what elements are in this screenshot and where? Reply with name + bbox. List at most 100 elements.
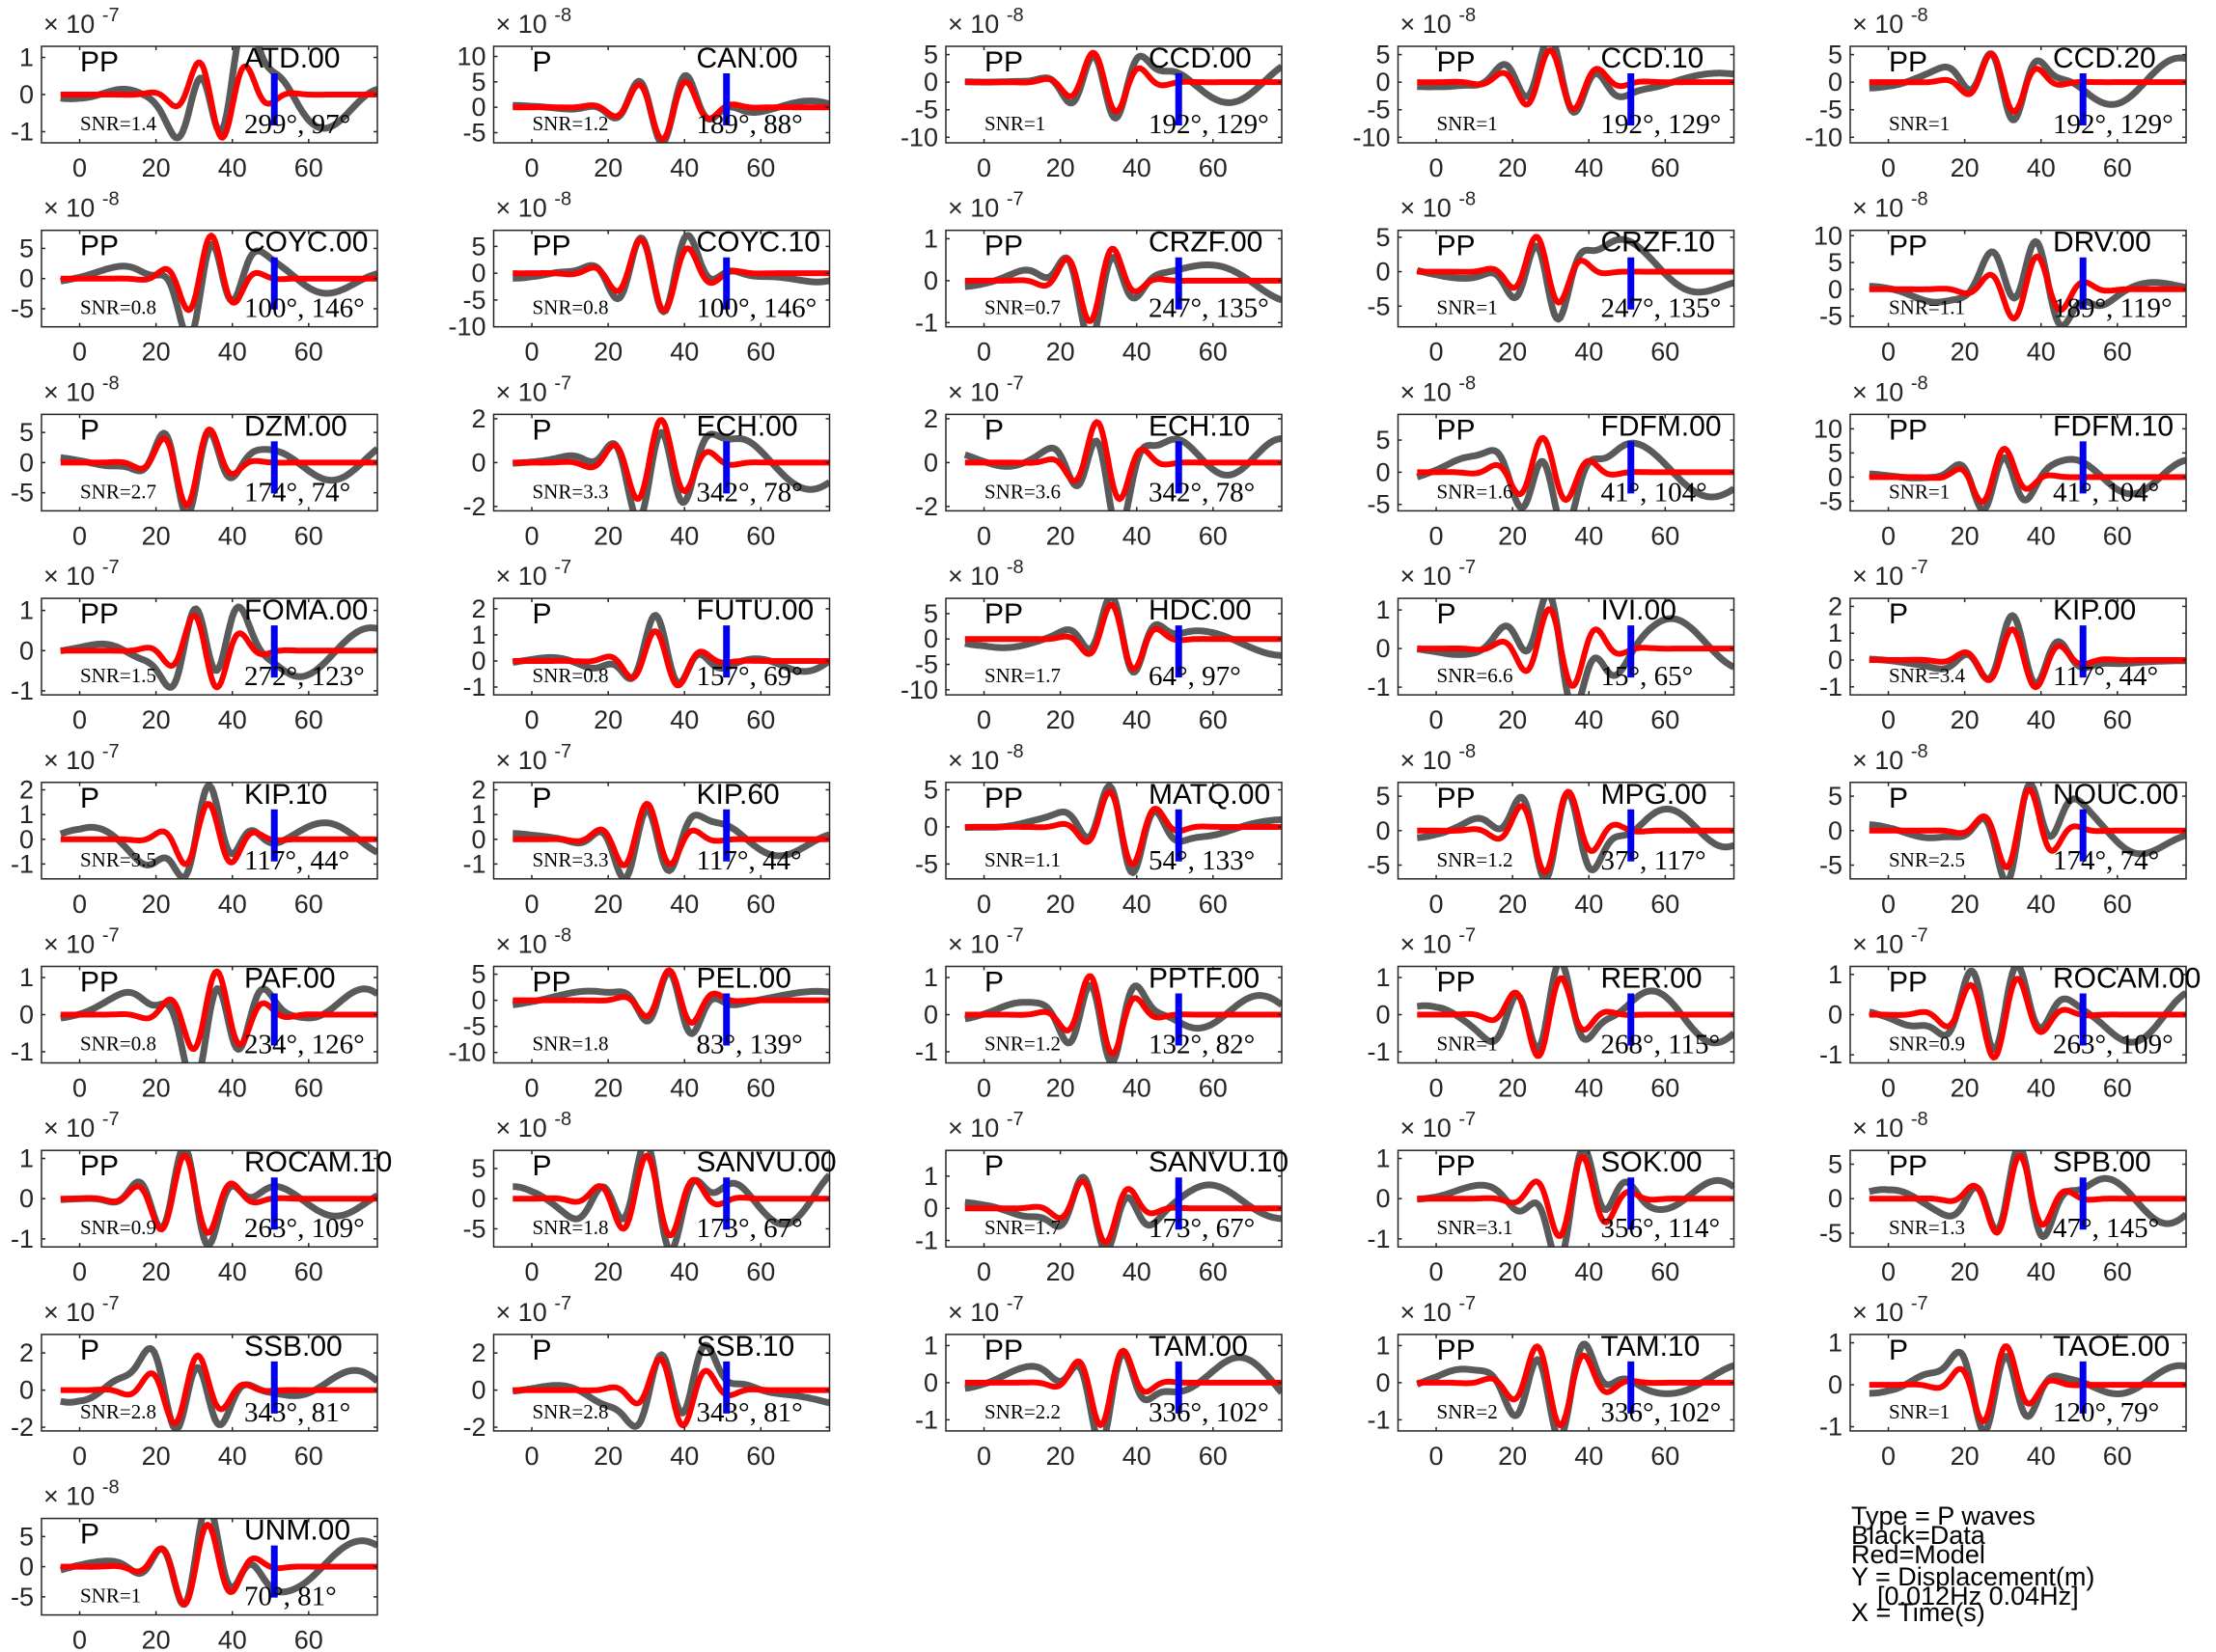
phase-label: P bbox=[80, 1335, 99, 1366]
y-exponent-label: × 10 -7 bbox=[948, 925, 1024, 959]
y-exponent-label: × 10 -8 bbox=[1852, 1109, 1928, 1143]
x-tick-label: 0 bbox=[1429, 338, 1444, 367]
phase-label: PP bbox=[80, 967, 119, 999]
y-tick-label: 0 bbox=[19, 1184, 34, 1213]
x-tick-label: 0 bbox=[977, 1074, 991, 1103]
y-tick-label: -1 bbox=[1819, 1413, 1842, 1442]
y-tick-label: -5 bbox=[1819, 486, 1842, 515]
phase-label: P bbox=[1889, 1335, 1908, 1366]
y-exponent-label: × 10 -8 bbox=[496, 189, 572, 223]
x-tick-label: 20 bbox=[1046, 1442, 1075, 1471]
x-tick-label: 60 bbox=[294, 890, 323, 919]
y-tick-label: -1 bbox=[11, 849, 34, 878]
panel-tam-00: 0 20 40 60 -1 0 1 × 10 -7 PP TAM.00 SNR=2.2 336°, 1… bbox=[915, 1293, 1283, 1471]
station-label: ROCAM.00 bbox=[2053, 963, 2201, 995]
axes-box bbox=[492, 229, 831, 328]
x-tick-label: 40 bbox=[1574, 1257, 1603, 1286]
azimuth-label: 41°, 104° bbox=[1601, 477, 1707, 508]
station-label: DRV.00 bbox=[2053, 227, 2151, 259]
y-exponent-label: × 10 -7 bbox=[496, 741, 572, 775]
phase-label: PP bbox=[1889, 967, 1927, 999]
axes-box bbox=[945, 782, 1283, 880]
panel-rocam-10: 0 20 40 60 -1 0 1 × 10 -7 PP ROCAM.10 SNR=0.9 263°,… bbox=[11, 1109, 392, 1286]
x-tick-label: 20 bbox=[1951, 1074, 1980, 1103]
phase-label: P bbox=[1889, 783, 1908, 814]
x-tick-label: 20 bbox=[594, 1257, 623, 1286]
panel-rocam-00: 0 20 40 60 -1 0 1 × 10 -7 PP ROCAM.00 SNR=0.9 263°,… bbox=[1819, 925, 2201, 1103]
y-tick-label: 5 bbox=[1828, 1149, 1842, 1178]
y-tick-label: 5 bbox=[924, 599, 938, 628]
x-tick-label: 40 bbox=[1574, 1074, 1603, 1103]
model-trace bbox=[59, 427, 377, 509]
y-tick-label: 0 bbox=[924, 624, 938, 653]
y-tick-label: 0 bbox=[924, 1194, 938, 1223]
x-tick-label: 60 bbox=[746, 1257, 775, 1286]
x-tick-label: 40 bbox=[218, 705, 247, 734]
x-tick-label: 60 bbox=[1650, 338, 1679, 367]
x-tick-label: 0 bbox=[1429, 1074, 1444, 1103]
x-tick-label: 20 bbox=[142, 521, 171, 550]
azimuth-label: 157°, 69° bbox=[697, 661, 803, 692]
x-tick-label: 0 bbox=[525, 1257, 540, 1286]
y-tick-label: 5 bbox=[924, 41, 938, 69]
y-tick-label: 1 bbox=[471, 620, 485, 649]
x-tick-label: 0 bbox=[525, 890, 540, 919]
x-tick-label: 0 bbox=[72, 521, 87, 550]
azimuth-label: 173°, 67° bbox=[697, 1213, 803, 1244]
x-tick-label: 60 bbox=[2103, 1442, 2132, 1471]
model-trace bbox=[963, 973, 1282, 1057]
y-tick-label: 0 bbox=[924, 812, 938, 841]
x-tick-label: 40 bbox=[2027, 1442, 2056, 1471]
x-tick-label: 0 bbox=[1881, 521, 1896, 550]
x-tick-label: 20 bbox=[1951, 338, 1980, 367]
model-trace bbox=[512, 967, 830, 1026]
x-tick-label: 40 bbox=[1122, 705, 1151, 734]
azimuth-label: 247°, 135° bbox=[1149, 293, 1269, 324]
y-tick-label: 0 bbox=[471, 986, 485, 1015]
y-exponent-label: × 10 -7 bbox=[43, 1293, 120, 1327]
snr-label: SNR=1.1 bbox=[1889, 296, 1965, 319]
phase-label: P bbox=[533, 414, 552, 446]
station-label: TAM.10 bbox=[1601, 1331, 1701, 1363]
model-trace bbox=[963, 419, 1282, 503]
y-tick-label: 10 bbox=[1814, 221, 1842, 250]
y-tick-label: -1 bbox=[915, 1037, 938, 1066]
phase-label: P bbox=[533, 46, 552, 78]
x-tick-label: 60 bbox=[2103, 1257, 2132, 1286]
legend-line-4: Y = Displacement(m) bbox=[1851, 1562, 2094, 1591]
snr-label: SNR=0.8 bbox=[533, 664, 609, 687]
model-trace bbox=[1416, 434, 1734, 504]
x-tick-label: 60 bbox=[2103, 521, 2132, 550]
phase-label: PP bbox=[984, 783, 1023, 814]
y-exponent-label: × 10 -8 bbox=[1400, 741, 1477, 775]
model-trace bbox=[963, 1347, 1282, 1428]
phase-label: P bbox=[533, 1335, 552, 1366]
x-tick-label: 60 bbox=[294, 153, 323, 182]
data-trace bbox=[59, 1344, 377, 1431]
station-label: IVI.00 bbox=[1601, 594, 1676, 626]
x-tick-label: 60 bbox=[1199, 890, 1228, 919]
y-tick-label: 0 bbox=[471, 93, 485, 122]
station-label: MATQ.00 bbox=[1149, 779, 1270, 811]
snr-label: SNR=0.8 bbox=[80, 1032, 156, 1056]
axes-box bbox=[1849, 597, 2187, 696]
azimuth-label: 174°, 74° bbox=[244, 477, 350, 508]
x-tick-label: 40 bbox=[218, 338, 247, 367]
panel-sok-00: 0 20 40 60 -1 0 1 × 10 -7 PP SOK.00 SNR=3.1 356°, 1… bbox=[1367, 1109, 1735, 1286]
x-tick-label: 40 bbox=[1574, 890, 1603, 919]
data-trace bbox=[1415, 598, 1734, 696]
station-label: SSB.00 bbox=[244, 1331, 343, 1363]
phase-label: PP bbox=[80, 1150, 119, 1182]
station-label: SOK.00 bbox=[1601, 1146, 1703, 1178]
snr-label: SNR=1.7 bbox=[984, 664, 1061, 687]
x-tick-label: 0 bbox=[977, 705, 991, 734]
y-tick-label: 5 bbox=[1375, 426, 1390, 454]
x-tick-label: 0 bbox=[977, 521, 991, 550]
phase-label: P bbox=[80, 783, 99, 814]
snr-label: SNR=1.2 bbox=[984, 1032, 1061, 1056]
x-tick-label: 40 bbox=[1574, 153, 1603, 182]
azimuth-label: 132°, 82° bbox=[1149, 1030, 1255, 1060]
